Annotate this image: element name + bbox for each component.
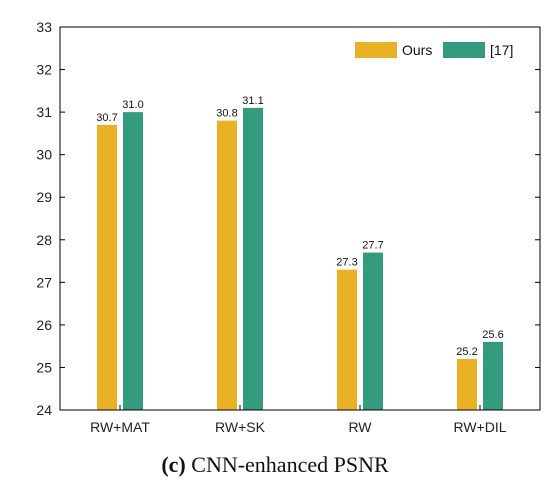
axes-group: 24 25 26 27 28 29 30 31 32 33 RW+MAT RW+SK RW RW+DIL bbox=[36, 19, 541, 435]
y-tick-label: 30 bbox=[36, 147, 52, 163]
data-label: 30.8 bbox=[216, 108, 237, 120]
x-tick-label: RW+DIL bbox=[453, 419, 506, 435]
bars-group bbox=[97, 107, 503, 410]
y-tick-label: 24 bbox=[36, 402, 52, 418]
data-label: 30.7 bbox=[96, 112, 117, 124]
y-tick-label: 28 bbox=[36, 232, 52, 248]
x-tick-label: RW bbox=[348, 419, 372, 435]
caption-prefix: (c) bbox=[161, 452, 186, 477]
data-labels-group: 30.7 31.0 30.8 31.1 27.3 27.7 25.2 25.6 bbox=[96, 95, 503, 358]
y-tick-label: 31 bbox=[36, 104, 52, 120]
bar-ours bbox=[217, 120, 237, 410]
y-tick-label: 26 bbox=[36, 317, 52, 333]
x-tick-label: RW+MAT bbox=[90, 419, 150, 435]
y-tick-label: 25 bbox=[36, 359, 52, 375]
bar-17 bbox=[123, 112, 143, 410]
x-tick-label: RW+SK bbox=[215, 419, 266, 435]
legend-swatch bbox=[355, 42, 397, 58]
bar-17 bbox=[483, 341, 503, 410]
y-tick-label: 32 bbox=[36, 62, 52, 78]
legend-swatch bbox=[443, 42, 485, 58]
y-tick-label: 29 bbox=[36, 189, 52, 205]
bar-17 bbox=[363, 252, 383, 410]
data-label: 25.2 bbox=[456, 346, 477, 358]
legend-label: Ours bbox=[402, 42, 432, 58]
bar-ours bbox=[457, 358, 477, 410]
bar-17 bbox=[243, 107, 263, 410]
y-tick-label: 27 bbox=[36, 274, 52, 290]
y-tick-label: 33 bbox=[36, 19, 52, 35]
legend: Ours [17] bbox=[355, 42, 513, 58]
data-label: 31.0 bbox=[122, 99, 143, 111]
bar-ours bbox=[97, 124, 117, 410]
caption-text: CNN-enhanced PSNR bbox=[185, 452, 389, 477]
bar-chart: 30.731.030.831.127.327.725.225.6 2425262… bbox=[36, 19, 541, 435]
data-label: 25.6 bbox=[482, 329, 503, 341]
data-label: 31.1 bbox=[242, 95, 263, 107]
plot-frame bbox=[59, 26, 541, 411]
data-label: 27.7 bbox=[362, 240, 383, 252]
figure-caption: (c) CNN-enhanced PSNR bbox=[0, 452, 550, 478]
data-label: 27.3 bbox=[336, 257, 357, 269]
legend-label: [17] bbox=[490, 42, 513, 58]
bar-ours bbox=[337, 269, 357, 410]
